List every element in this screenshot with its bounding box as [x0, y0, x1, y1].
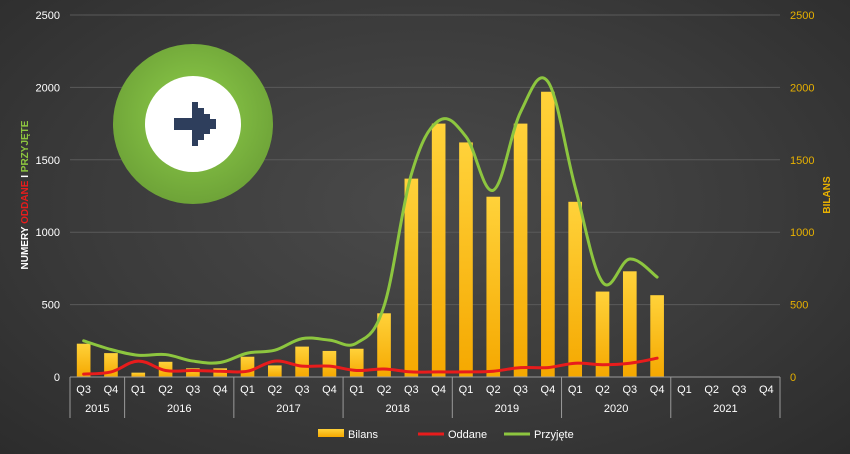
- bilans-bar: [131, 372, 146, 377]
- quarter-label: Q2: [704, 384, 719, 396]
- quarter-label: Q4: [431, 384, 446, 396]
- oddane-line: [82, 356, 659, 376]
- bilans-bar: [240, 356, 255, 377]
- bilans-bar: [404, 178, 419, 377]
- quarter-label: Q2: [486, 384, 501, 396]
- quarter-label: Q2: [267, 384, 282, 396]
- year-label: 2019: [495, 403, 519, 415]
- left-tick-label: 2500: [36, 10, 60, 22]
- right-tick-label: 1000: [790, 227, 814, 239]
- right-y-axis: 0 500 1000 1500 2000 2500: [790, 10, 814, 384]
- quarter-label: Q4: [541, 384, 556, 396]
- quarter-label: Q4: [322, 384, 337, 396]
- bilans-bar: [377, 313, 391, 377]
- bilans-bars: [76, 91, 664, 377]
- year-label: 2021: [713, 403, 737, 415]
- quarter-label: Q2: [595, 384, 610, 396]
- left-tick-label: 500: [42, 300, 60, 312]
- quarter-label: Q1: [349, 384, 364, 396]
- bilans-bar: [349, 348, 364, 377]
- year-label: 2020: [604, 403, 628, 415]
- left-axis-title-part: ODDANE: [20, 180, 31, 224]
- left-tick-label: 0: [54, 372, 60, 384]
- left-tick-label: 2000: [36, 82, 60, 94]
- year-label: 2017: [276, 403, 300, 415]
- legend: Bilans Oddane Przyjęte: [318, 429, 574, 441]
- quarter-label: Q1: [240, 384, 255, 396]
- bilans-bar: [650, 295, 664, 377]
- quarter-label: Q3: [732, 384, 747, 396]
- przyjete-line: [82, 76, 659, 365]
- bilans-bar: [568, 201, 583, 377]
- left-axis-title-part: I: [20, 172, 31, 180]
- left-axis-title-part: NUMERY: [20, 224, 31, 270]
- left-y-axis: 0 500 1000 1500 2000 2500: [36, 10, 60, 384]
- quarter-label: Q3: [295, 384, 310, 396]
- right-axis-title: BILANS: [822, 176, 833, 214]
- x-axis: Q3 Q4 Q1 Q2 Q3 Q4 Q1 Q2 Q3 Q4 Q1 Q2 Q3 Q4 Q1 Q2 Q3 Q4 Q1 Q2…: [69, 376, 781, 418]
- quarter-label: Q2: [158, 384, 173, 396]
- year-label: 2015: [85, 403, 109, 415]
- bilans-bar: [486, 196, 501, 377]
- bilans-bar: [322, 350, 337, 377]
- bilans-bar: [267, 365, 282, 377]
- logo: [113, 44, 273, 204]
- arrow-right-icon: [174, 102, 216, 146]
- quarter-label: Q1: [677, 384, 692, 396]
- bilans-bar: [595, 291, 610, 377]
- year-label: 2016: [167, 403, 191, 415]
- quarter-label: Q4: [213, 384, 228, 396]
- bilans-bar: [76, 343, 91, 377]
- legend-label: Oddane: [448, 429, 487, 441]
- bilans-bar: [622, 271, 637, 377]
- quarter-label: Q3: [404, 384, 419, 396]
- left-axis-title-part: PRZYJĘTE: [20, 120, 31, 172]
- bilans-bar: [186, 368, 200, 377]
- quarter-label: Q3: [622, 384, 637, 396]
- bilans-bar: [431, 123, 446, 377]
- right-tick-label: 1500: [790, 155, 814, 167]
- left-tick-label: 1500: [36, 155, 60, 167]
- left-axis-title: NUMERY ODDANE I PRZYJĘTE: [20, 120, 31, 269]
- bilans-bar: [459, 142, 473, 377]
- legend-label: Przyjęte: [534, 429, 574, 441]
- legend-swatch-bilans: [318, 429, 344, 437]
- legend-label: Bilans: [348, 429, 378, 441]
- quarter-label: Q4: [650, 384, 665, 396]
- line-series: [82, 76, 659, 376]
- quarter-label: Q3: [513, 384, 528, 396]
- bilans-bar: [513, 123, 528, 377]
- left-tick-label: 1000: [36, 227, 60, 239]
- right-tick-label: 2000: [790, 82, 814, 94]
- quarter-label: Q4: [104, 384, 119, 396]
- right-tick-label: 2500: [790, 10, 814, 22]
- quarter-label: Q3: [76, 384, 91, 396]
- quarter-label: Q4: [759, 384, 774, 396]
- quarter-label: Q1: [131, 384, 146, 396]
- bilans-bar: [295, 346, 309, 377]
- right-tick-label: 500: [790, 300, 808, 312]
- bilans-bar: [541, 91, 555, 377]
- quarter-label: Q1: [568, 384, 583, 396]
- right-tick-label: 0: [790, 372, 796, 384]
- quarter-label: Q2: [377, 384, 392, 396]
- quarter-label: Q3: [186, 384, 201, 396]
- quarter-label: Q1: [459, 384, 474, 396]
- year-label: 2018: [385, 403, 409, 415]
